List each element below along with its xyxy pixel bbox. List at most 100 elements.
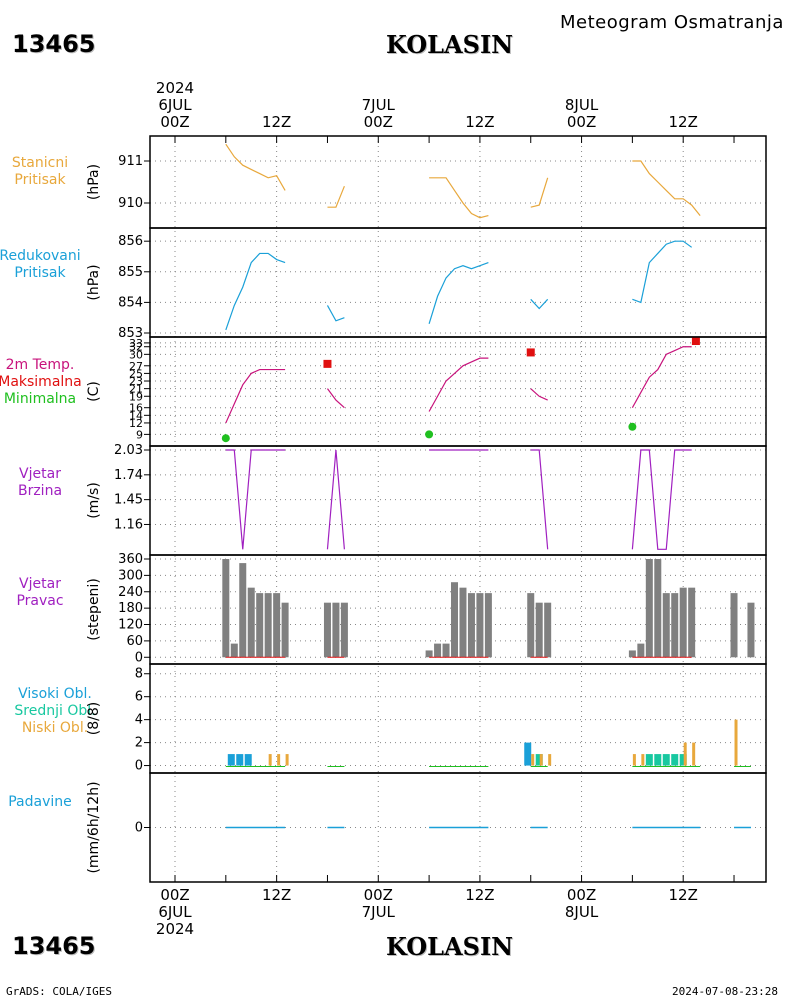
y-tick-label: 360	[118, 552, 143, 567]
y-tick-label: 32	[129, 341, 143, 354]
series-line	[428, 357, 489, 412]
series-line	[225, 449, 286, 550]
y-tick-label: 911	[118, 154, 143, 169]
bar	[662, 754, 670, 766]
time-label-line: 8JUL	[564, 903, 599, 921]
panel-label-reduced-pressure: Redukovani Pritisak	[0, 248, 105, 282]
bar	[244, 754, 252, 766]
time-label-line: 12Z	[261, 113, 292, 131]
footer-station-id: 13465	[12, 932, 96, 960]
bar	[654, 754, 662, 766]
time-label-line: 00Z	[566, 113, 597, 131]
bar	[236, 754, 244, 766]
time-label: 7JUL 00Z	[348, 97, 408, 131]
series-line	[326, 388, 345, 409]
time-label-line: 00Z	[363, 113, 393, 131]
bar	[323, 602, 331, 658]
time-label: 00Z 8JUL	[552, 887, 612, 921]
panel-label-line: Stanicni	[11, 155, 69, 171]
time-label-line: 12Z	[261, 886, 292, 904]
bar	[227, 754, 235, 766]
time-label-line: 00Z	[160, 886, 190, 904]
bar	[484, 593, 492, 658]
panel-label-line: Vjetar	[19, 576, 61, 592]
bar	[340, 602, 348, 658]
axis-unit-label: (C)	[86, 381, 102, 402]
panel-label-line: Minimalna	[3, 391, 77, 407]
bar	[332, 602, 340, 658]
series-line	[429, 177, 489, 219]
panel-frame	[149, 227, 767, 338]
bar	[730, 593, 738, 658]
bar	[692, 742, 696, 766]
panel-label-line: Padavine	[8, 794, 72, 810]
bar	[535, 602, 543, 658]
bar	[645, 559, 653, 658]
y-tick-label: 1.16	[114, 517, 143, 532]
bar	[256, 593, 264, 658]
bar	[548, 754, 552, 766]
panel-label-line: Vjetar	[19, 466, 61, 482]
time-label: 12Z	[247, 114, 307, 131]
bar	[264, 593, 272, 658]
series-line	[225, 252, 286, 331]
min-temp-marker	[628, 422, 637, 431]
series-line	[225, 143, 286, 191]
y-tick-label: 30	[129, 348, 143, 361]
series-line	[530, 298, 549, 310]
y-tick-label: 2.03	[114, 443, 143, 458]
y-tick-label: 180	[118, 601, 143, 616]
panel-label-wind-direction: Vjetar Pravac	[0, 576, 105, 610]
series-line	[632, 160, 701, 216]
bar	[247, 587, 255, 658]
bar	[671, 754, 679, 766]
time-label: 12Z	[653, 114, 713, 131]
y-tick-label: 240	[118, 585, 143, 600]
time-label-line: 00Z	[363, 886, 393, 904]
grads-credit: GrADS: COLA/IGES	[6, 985, 112, 998]
bar	[632, 754, 636, 766]
time-label-line: 12Z	[668, 113, 698, 131]
bar	[645, 754, 653, 766]
series-line	[530, 177, 549, 208]
panel-label-precipitation: Padavine	[0, 794, 105, 811]
panel-label-line: Redukovani	[0, 248, 81, 264]
bar	[230, 643, 238, 658]
bar	[679, 587, 687, 658]
y-tick-label: 856	[118, 234, 143, 249]
bar	[641, 754, 645, 766]
series-line	[530, 449, 549, 550]
bar	[273, 593, 281, 658]
y-tick-label: 8	[135, 667, 143, 682]
footer-station-name: KOLASIN	[386, 932, 514, 961]
y-tick-label: 33	[129, 337, 143, 350]
y-tick-label: 23	[129, 375, 143, 388]
bar	[679, 754, 687, 766]
max-temp-marker	[691, 337, 700, 345]
panel-label-temperature: 2m Temp. Maksimalna Minimalna	[0, 357, 105, 408]
bar	[628, 650, 636, 658]
panel-label-line: Pritisak	[14, 265, 66, 281]
y-tick-label: 120	[118, 618, 143, 633]
bar	[434, 643, 442, 658]
time-label: 12Z	[653, 887, 713, 904]
bar	[222, 559, 230, 658]
bar	[459, 587, 467, 658]
y-tick-label: 2	[135, 736, 143, 751]
bar	[535, 754, 543, 766]
y-tick-label: 14	[129, 409, 143, 422]
series-line	[530, 388, 548, 401]
y-tick-label: 9	[136, 428, 143, 441]
axis-unit-label: (hPa)	[86, 164, 102, 200]
bar	[467, 593, 475, 658]
min-temp-marker	[221, 434, 230, 443]
bar	[544, 602, 552, 658]
bar	[654, 559, 662, 658]
time-label-line: 2024	[155, 79, 195, 97]
y-tick-label: 300	[118, 568, 143, 583]
bar	[285, 754, 289, 766]
axis-unit-label: (hPa)	[86, 264, 102, 300]
time-label: 8JUL 00Z	[552, 97, 612, 131]
y-tick-label: 910	[118, 196, 143, 211]
